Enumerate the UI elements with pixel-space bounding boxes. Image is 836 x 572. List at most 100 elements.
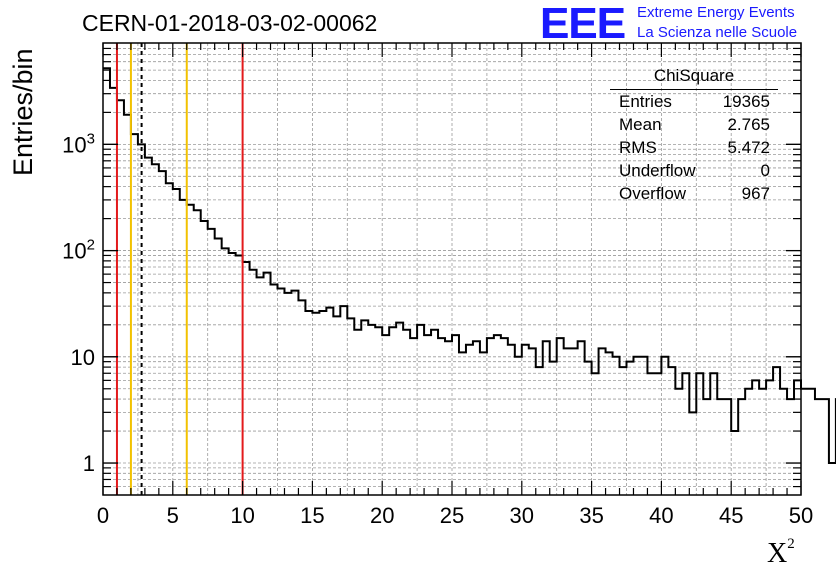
histogram-bin bbox=[682, 373, 689, 495]
x-tick-label: 40 bbox=[649, 503, 673, 528]
histogram-bin bbox=[368, 325, 375, 495]
histogram-bin bbox=[326, 308, 333, 495]
x-tick-label: 15 bbox=[300, 503, 324, 528]
x-tick-label: 35 bbox=[579, 503, 603, 528]
histogram-bin bbox=[417, 325, 424, 495]
histogram-bin bbox=[515, 357, 522, 495]
histogram-bin bbox=[173, 189, 180, 495]
x-tick-label: 50 bbox=[789, 503, 813, 528]
histogram-bin bbox=[766, 380, 773, 495]
histogram-bin bbox=[745, 389, 752, 495]
histogram-bin bbox=[180, 200, 187, 495]
y-tick-label: 103 bbox=[62, 130, 95, 157]
histogram-bin bbox=[201, 221, 208, 495]
histogram-bin bbox=[291, 291, 298, 495]
x-axis-label: X2 bbox=[767, 536, 795, 569]
histogram-bin bbox=[752, 380, 759, 495]
histogram-bin bbox=[822, 399, 829, 495]
y-tick-label: 102 bbox=[62, 237, 95, 264]
stats-row-overflow: Overflow 967 bbox=[619, 184, 770, 203]
x-tick-label: 5 bbox=[167, 503, 179, 528]
histogram-bin bbox=[627, 362, 634, 495]
histogram-bin bbox=[696, 373, 703, 495]
histogram-bin bbox=[257, 277, 264, 495]
histogram-bin bbox=[194, 210, 201, 495]
histogram-bin bbox=[396, 323, 403, 495]
histogram-bin bbox=[473, 341, 480, 495]
cut-lines bbox=[115, 43, 244, 495]
tick-labels: 0 5 10 15 20 25 30 35 40 45 50 1 10 102 103 bbox=[62, 130, 813, 528]
stats-row-underflow: Underflow 0 bbox=[619, 161, 770, 180]
histogram-bin bbox=[640, 357, 647, 495]
eee-logo: EEE bbox=[540, 0, 626, 48]
histogram-bin bbox=[703, 399, 710, 495]
histogram-bin bbox=[305, 311, 312, 495]
y-tick-label: 1 bbox=[83, 451, 95, 476]
stats-row-entries: Entries 19365 bbox=[619, 92, 770, 111]
x-tick-label: 45 bbox=[719, 503, 743, 528]
histogram-bin bbox=[780, 389, 787, 495]
histogram-bin bbox=[145, 158, 152, 495]
histogram-series bbox=[103, 67, 836, 495]
histogram-bin bbox=[801, 389, 808, 495]
x-tick-label: 10 bbox=[230, 503, 254, 528]
histogram-bin bbox=[236, 255, 243, 495]
histogram-bin bbox=[166, 183, 173, 495]
stats-box: ChiSquare Entries 19365 Mean 2.765 RMS 5.47… bbox=[610, 66, 778, 205]
histogram-bin bbox=[759, 389, 766, 495]
histogram-bin bbox=[585, 362, 592, 495]
histogram-bin bbox=[131, 134, 138, 495]
histogram-bin bbox=[829, 463, 836, 495]
histogram-bin bbox=[592, 373, 599, 495]
histogram-bin bbox=[222, 248, 229, 495]
histogram-bin bbox=[578, 341, 585, 495]
histogram-bin bbox=[243, 262, 250, 495]
histogram-bin bbox=[654, 373, 661, 495]
chart-title: CERN-01-2018-03-02-00062 bbox=[82, 10, 378, 36]
histogram-bin bbox=[340, 306, 347, 495]
histogram-bin bbox=[689, 412, 696, 495]
histogram-bin bbox=[229, 253, 236, 495]
histogram-steps bbox=[103, 67, 836, 465]
logo-line-1: Extreme Energy Events bbox=[637, 4, 795, 21]
histogram-bin bbox=[794, 380, 801, 495]
histogram-bin bbox=[543, 341, 550, 495]
histogram-bin bbox=[152, 164, 159, 495]
y-axis-label: Entries/bin bbox=[8, 48, 38, 176]
histogram-bin bbox=[124, 115, 131, 495]
histogram-bin bbox=[724, 399, 731, 495]
histogram-bin bbox=[187, 205, 194, 495]
histogram-bin bbox=[375, 327, 382, 495]
histogram-bin bbox=[389, 327, 396, 495]
axis-ticks bbox=[102, 43, 802, 495]
stats-row-mean: Mean 2.765 bbox=[619, 115, 770, 134]
histogram-bin bbox=[633, 357, 640, 495]
histogram-bin bbox=[613, 357, 620, 495]
histogram-bin bbox=[675, 389, 682, 495]
histogram-bin bbox=[361, 320, 368, 495]
histogram-bin bbox=[710, 373, 717, 495]
histogram-bin bbox=[647, 373, 654, 495]
histogram-bin bbox=[347, 318, 354, 495]
histogram-bin bbox=[424, 335, 431, 495]
histogram-bin bbox=[250, 270, 257, 495]
x-tick-label: 30 bbox=[510, 503, 534, 528]
histogram-bin bbox=[717, 399, 724, 495]
x-tick-label: 0 bbox=[97, 503, 109, 528]
histogram-bin bbox=[738, 399, 745, 495]
histogram-bin bbox=[117, 100, 124, 495]
y-tick-label: 10 bbox=[71, 345, 95, 370]
x-tick-label: 20 bbox=[370, 503, 394, 528]
histogram-bin bbox=[319, 311, 326, 495]
logo-line-2: La Scienza nelle Scuole bbox=[637, 24, 798, 41]
stats-title: ChiSquare bbox=[610, 66, 778, 90]
histogram-bin bbox=[787, 399, 794, 495]
histogram-bin bbox=[452, 335, 459, 495]
histogram-bin bbox=[382, 335, 389, 495]
histogram-bin bbox=[808, 389, 815, 495]
x-tick-label: 25 bbox=[440, 503, 464, 528]
histogram-bin bbox=[284, 293, 291, 495]
histogram-bin bbox=[661, 357, 668, 495]
histogram-bin bbox=[550, 362, 557, 495]
